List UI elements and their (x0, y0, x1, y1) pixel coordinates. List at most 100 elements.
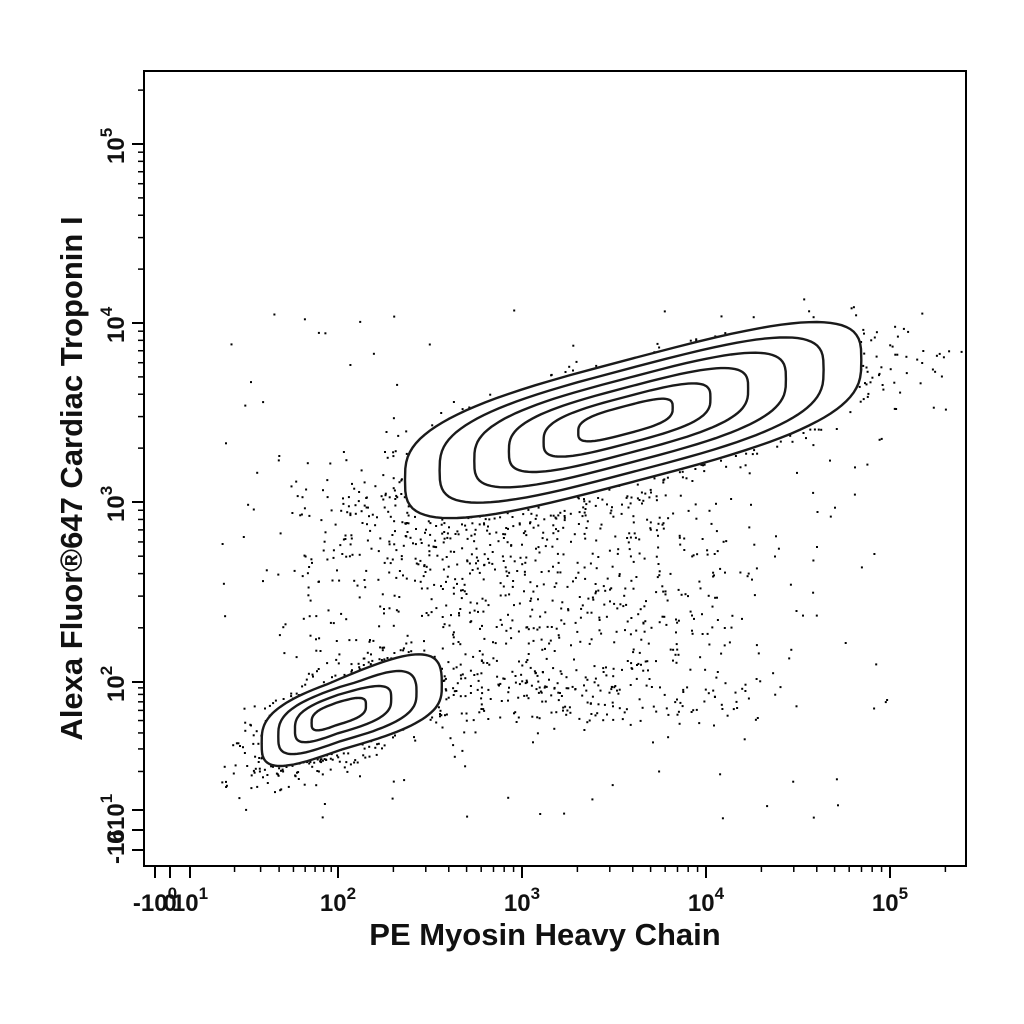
event-dot (368, 745, 371, 748)
event-dot (374, 485, 377, 488)
event-dot (707, 594, 710, 597)
event-dot (604, 589, 607, 592)
event-dot (398, 481, 401, 484)
event-dot (777, 547, 780, 550)
event-dot (605, 674, 608, 677)
event-dot (525, 556, 528, 559)
event-dot (650, 491, 652, 494)
event-dot (562, 706, 565, 709)
event-dot (483, 553, 486, 556)
event-dot (702, 464, 705, 467)
event-dot (483, 637, 486, 640)
event-dot (731, 614, 734, 617)
event-dot (377, 578, 380, 581)
event-dot (504, 594, 507, 597)
event-dot (444, 714, 446, 717)
event-dot (450, 614, 452, 617)
event-dot (859, 400, 862, 403)
event-dot (795, 610, 798, 612)
event-dot (659, 686, 661, 689)
event-dot (680, 593, 683, 596)
event-dot (317, 668, 320, 670)
event-dot (441, 726, 444, 729)
event-dot (610, 509, 613, 512)
event-dot (235, 742, 238, 745)
event-dot (331, 676, 333, 679)
event-dot (614, 685, 617, 687)
event-dot (381, 649, 384, 652)
event-dot (681, 476, 684, 479)
event-dot (632, 560, 635, 563)
event-dot (535, 547, 537, 550)
y-tick-label: 102 (97, 666, 130, 702)
event-dot (256, 785, 259, 788)
event-dot (905, 355, 908, 358)
event-dot (433, 545, 436, 548)
event-dot (420, 587, 423, 590)
event-dot (362, 657, 365, 660)
event-dot (509, 555, 512, 558)
event-dot (661, 585, 664, 588)
event-dot (712, 575, 715, 578)
event-dot (366, 651, 369, 654)
event-dot (623, 711, 626, 714)
event-dot (405, 522, 408, 524)
event-dot (414, 515, 416, 518)
event-dot (325, 758, 328, 761)
event-dot (459, 695, 462, 698)
event-dot (379, 537, 382, 540)
event-dot (662, 527, 665, 530)
event-dot (540, 691, 543, 694)
event-dot (679, 494, 682, 497)
event-dot (526, 659, 529, 661)
event-dot (678, 534, 681, 537)
event-dot (590, 638, 593, 641)
event-dot (365, 506, 368, 509)
event-dot (895, 408, 898, 410)
event-dot (629, 633, 632, 636)
event-dot (580, 607, 583, 610)
event-dot (543, 518, 546, 521)
event-dot (334, 523, 337, 526)
event-dot (750, 503, 752, 506)
event-dot (486, 529, 489, 532)
event-dot (347, 505, 350, 508)
event-dot (525, 626, 528, 629)
event-dot (316, 670, 318, 673)
event-dot (285, 766, 288, 768)
event-dot (591, 552, 594, 555)
event-dot (514, 711, 517, 714)
event-dot (297, 771, 300, 774)
event-dot (536, 628, 539, 631)
event-dot (463, 590, 466, 593)
event-dot (820, 428, 823, 431)
event-dot (597, 684, 600, 687)
event-dot (772, 672, 775, 675)
event-dot (362, 754, 365, 757)
event-dot (532, 741, 534, 744)
event-dot (938, 352, 941, 355)
event-dot (600, 523, 603, 526)
event-dot (594, 592, 597, 595)
event-dot (886, 699, 889, 701)
event-dot (617, 548, 620, 551)
event-dot (407, 522, 410, 525)
event-dot (642, 669, 645, 672)
event-dot (243, 707, 246, 710)
event-dot (507, 699, 509, 702)
event-dot (396, 496, 399, 499)
event-dot (849, 411, 852, 414)
event-dot (405, 577, 408, 580)
event-dot (398, 570, 401, 572)
event-dot (606, 577, 609, 580)
event-dot (634, 536, 637, 539)
event-dot (459, 663, 462, 666)
event-dot (624, 587, 627, 590)
event-dot (694, 468, 697, 470)
event-dot (812, 316, 815, 319)
event-dot (575, 669, 578, 672)
event-dot (372, 352, 375, 355)
event-dot (547, 570, 550, 573)
event-dot (395, 609, 398, 612)
event-dot (612, 718, 615, 721)
